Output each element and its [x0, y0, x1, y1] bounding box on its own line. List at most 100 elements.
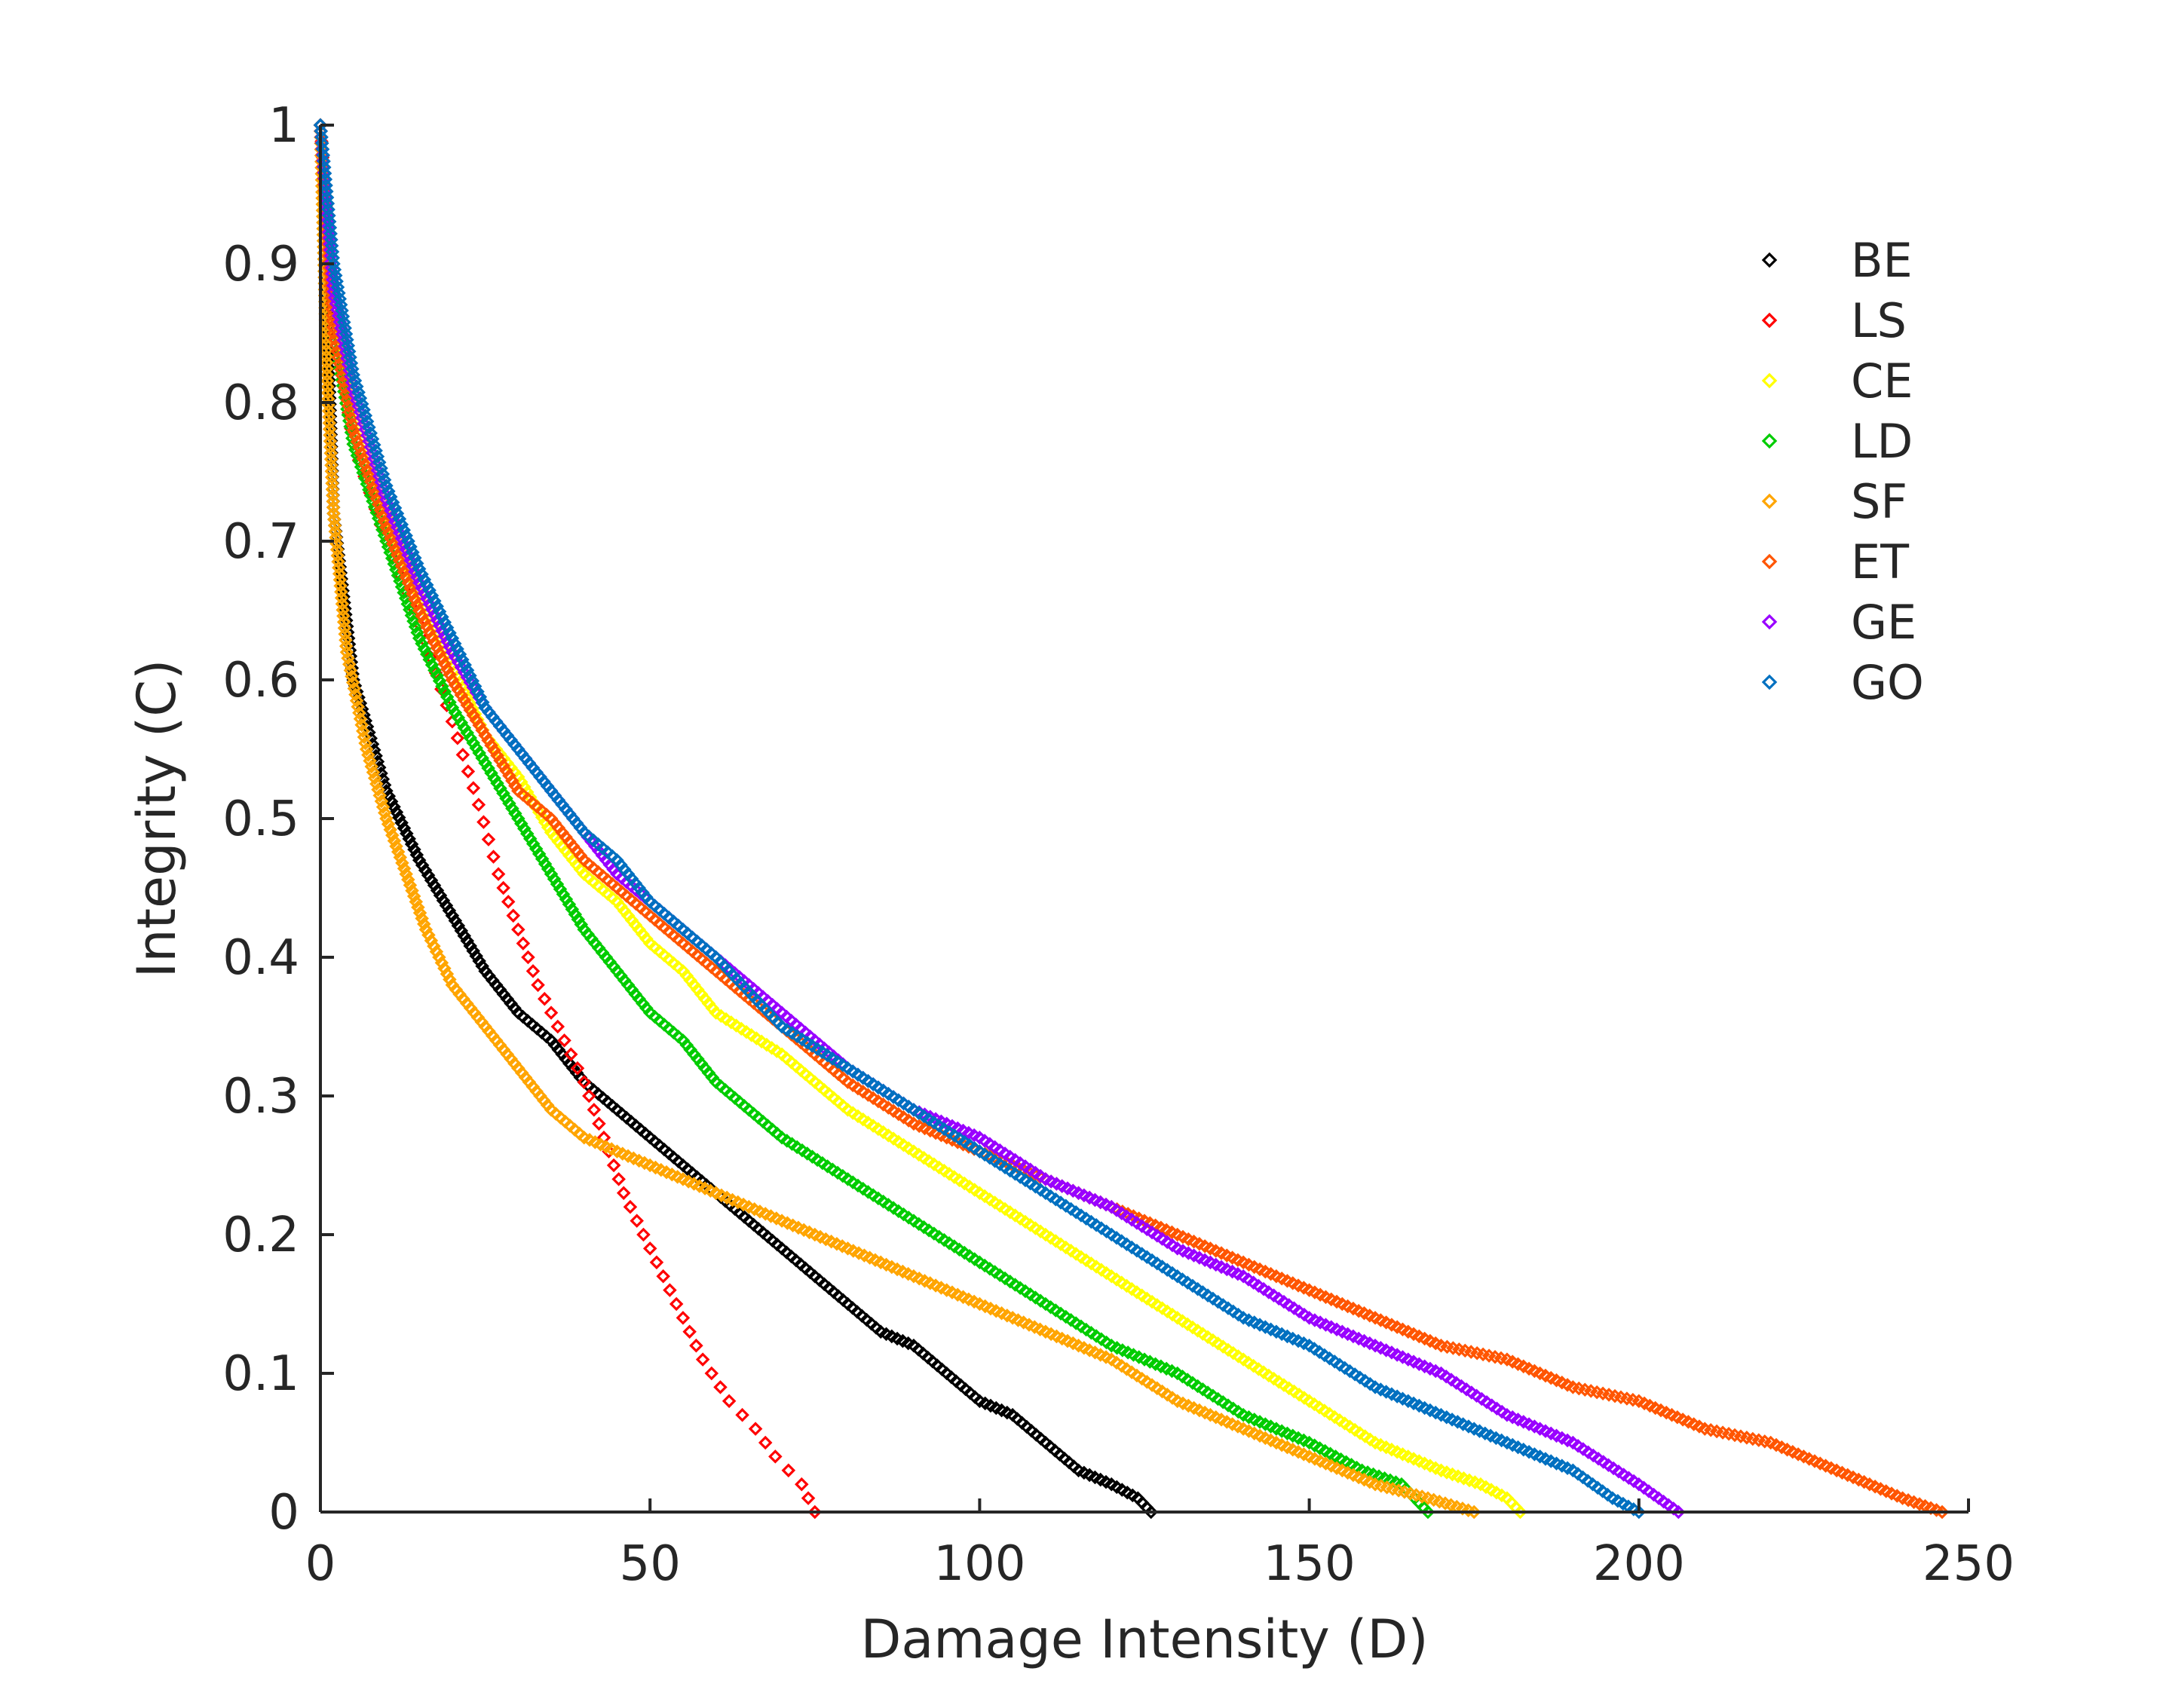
data-point [713, 1380, 728, 1394]
data-point [357, 730, 372, 745]
data-point [379, 811, 394, 826]
data-point [460, 933, 475, 948]
data-point [508, 779, 522, 793]
data-point [399, 867, 413, 881]
data-point [339, 638, 354, 654]
data-point [339, 644, 354, 660]
data-point [417, 641, 432, 657]
data-point [403, 553, 418, 568]
data-point [333, 578, 348, 593]
data-point [795, 1477, 809, 1492]
data-point [1420, 1504, 1435, 1520]
data-point [448, 914, 463, 928]
data-point [452, 647, 467, 662]
data-point [346, 436, 360, 451]
legend-marker-icon [1761, 493, 1778, 510]
data-point [445, 644, 460, 660]
y-tick-label: 0.7 [222, 514, 299, 570]
data-point [424, 630, 440, 644]
data-point [350, 448, 365, 463]
ticks: 0 50 100 150 200 250 0 0.1 0.2 0.3 0.4 0.5 0.6 0.7 0.8… [222, 98, 2014, 1592]
legend-marker-icon [1761, 312, 1778, 329]
data-point [372, 455, 387, 470]
data-point [401, 575, 415, 590]
data-point [320, 373, 335, 388]
data-point [538, 856, 553, 871]
data-point [341, 338, 356, 353]
data-point [501, 895, 516, 909]
x-tick-label: 200 [1593, 1536, 1685, 1592]
data-point [406, 614, 421, 629]
data-point [351, 385, 366, 399]
data-point [514, 816, 529, 831]
data-point [385, 828, 400, 843]
data-point [421, 928, 436, 942]
data-point [323, 220, 338, 235]
data-point [556, 887, 571, 901]
data-point [352, 454, 366, 469]
data-point [469, 741, 483, 755]
data-point [335, 596, 350, 611]
data-point [437, 961, 452, 975]
data-point [330, 548, 345, 563]
x-tick-label: 100 [933, 1536, 1025, 1592]
data-point [442, 903, 457, 918]
data-point [328, 268, 343, 283]
data-point [418, 922, 434, 937]
data-point [430, 641, 444, 655]
data-point [623, 1199, 638, 1214]
data-point [419, 577, 434, 592]
data-point [440, 662, 455, 677]
data-point [323, 226, 338, 241]
data-point [469, 713, 483, 727]
data-point [397, 821, 412, 836]
data-point [334, 363, 348, 377]
data-point [424, 602, 440, 617]
data-point [450, 641, 464, 657]
data-point [357, 457, 372, 472]
data-point [427, 635, 442, 650]
series-go [313, 118, 1647, 1520]
data-point [326, 500, 341, 515]
legend-label: GE [1851, 595, 1916, 650]
data-point [325, 482, 340, 497]
data-point [375, 509, 390, 523]
data-point [319, 337, 333, 352]
data-point [381, 540, 396, 554]
data-point [496, 786, 510, 800]
data-point [383, 545, 397, 560]
data-point [325, 476, 339, 491]
data-point [399, 528, 413, 543]
data-point [502, 796, 516, 811]
data-point [334, 584, 348, 599]
data-point [443, 626, 457, 640]
data-point [327, 332, 342, 347]
data-point [392, 525, 407, 540]
data-point [457, 721, 472, 735]
data-point [369, 776, 384, 791]
data-point [385, 495, 400, 510]
data-point [354, 460, 369, 474]
data-point [475, 695, 490, 709]
data-point [418, 863, 433, 877]
data-point [392, 553, 407, 568]
data-point [592, 1116, 606, 1131]
data-point [676, 1311, 691, 1325]
data-point [330, 280, 345, 295]
data-point [320, 379, 335, 394]
data-point [322, 415, 337, 430]
data-point [511, 922, 525, 937]
data-point [403, 878, 418, 892]
data-point [345, 362, 360, 376]
data-point [360, 476, 374, 491]
data-point [517, 822, 532, 836]
data-point [319, 331, 333, 345]
legend-label: GO [1851, 655, 1924, 710]
data-point [383, 822, 397, 837]
data-point [427, 939, 441, 953]
data-point [365, 432, 380, 446]
data-point [341, 399, 356, 413]
data-point [388, 542, 403, 557]
data-point [373, 517, 388, 531]
data-point [375, 522, 390, 537]
